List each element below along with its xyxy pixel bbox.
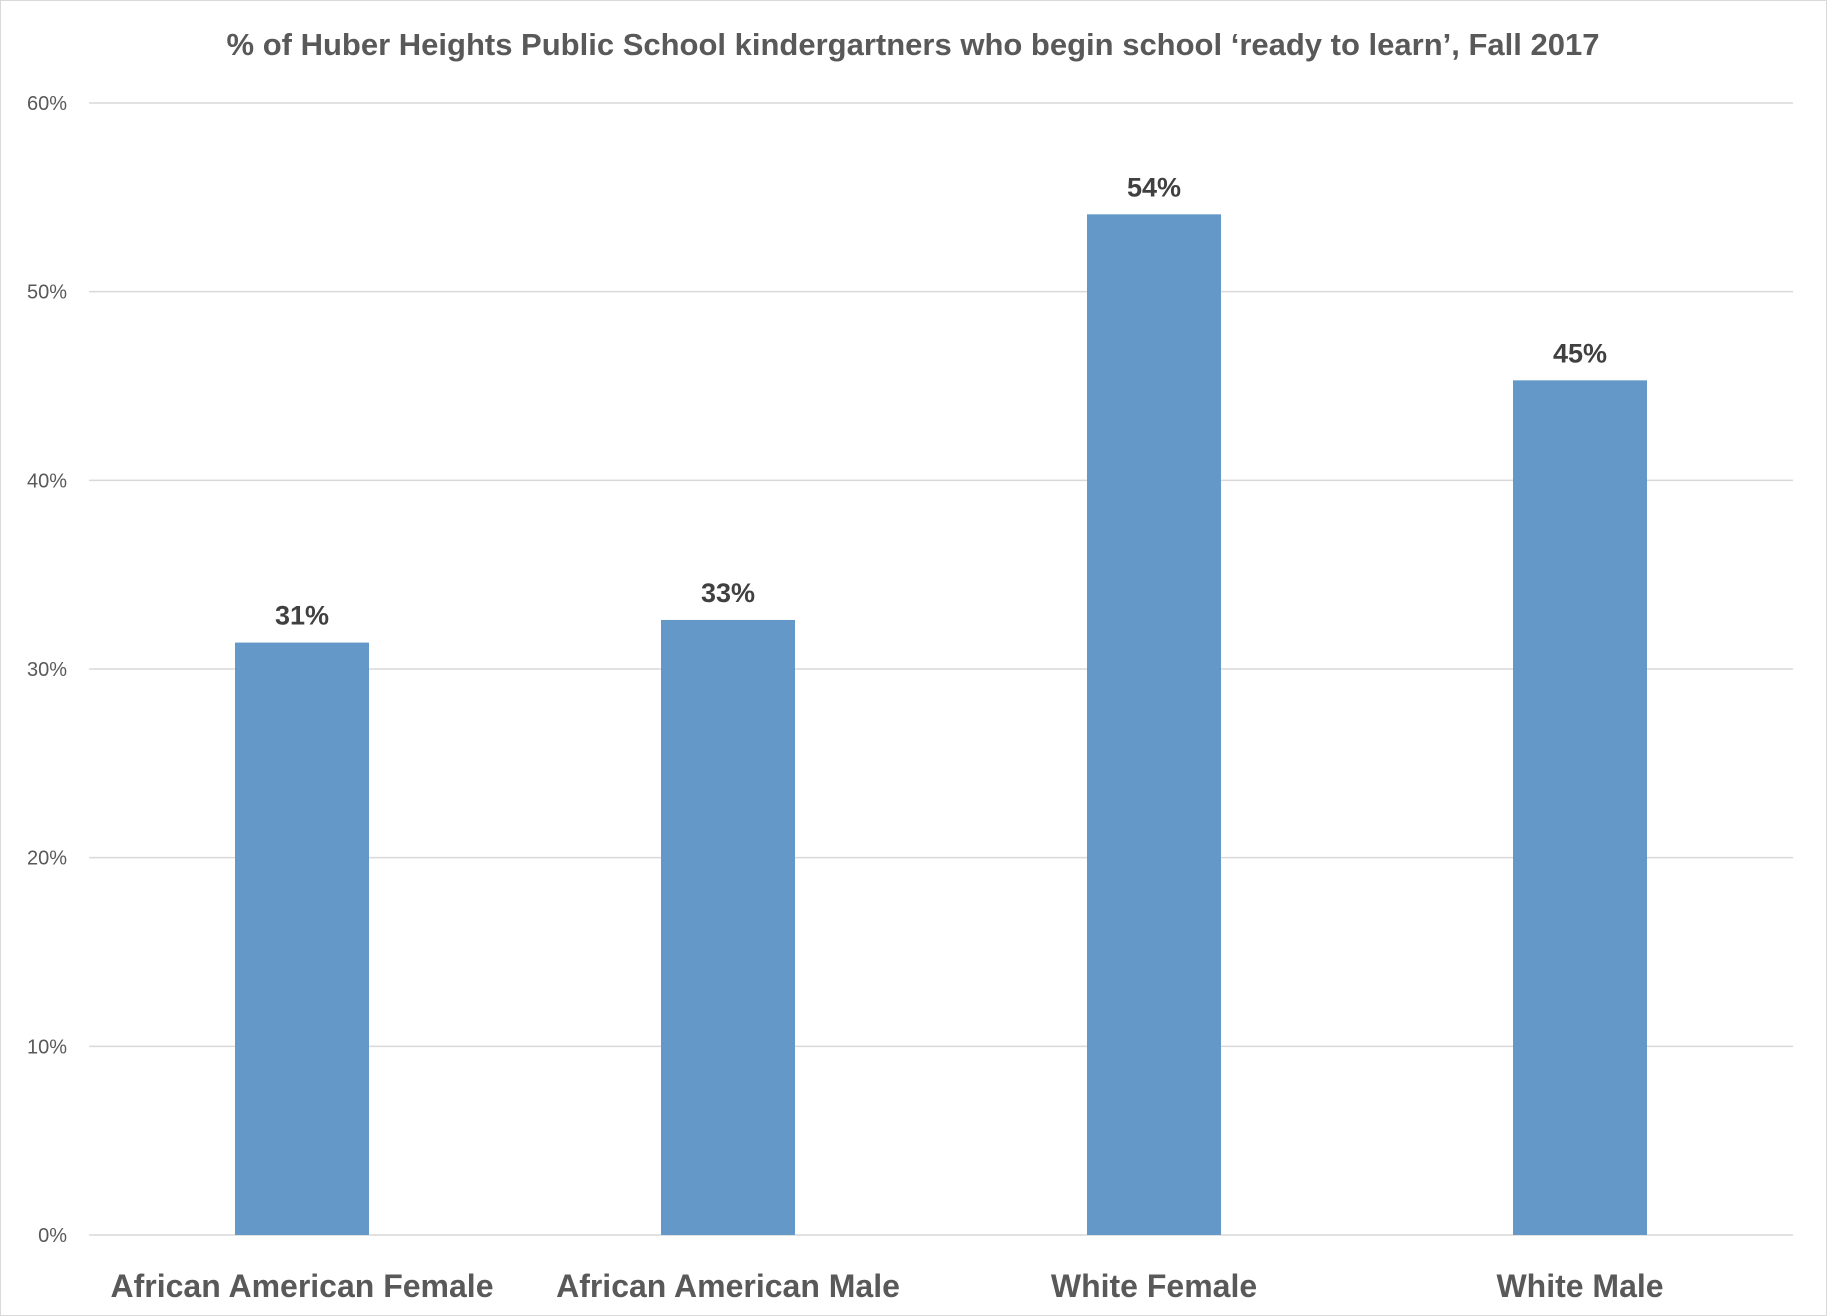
- x-category-label: African American Male: [556, 1268, 900, 1304]
- data-label: 31%: [275, 601, 329, 631]
- data-label: 54%: [1127, 172, 1181, 202]
- data-label: 33%: [701, 578, 755, 608]
- chart-title: % of Huber Heights Public School kinderg…: [227, 27, 1600, 62]
- bar: [1513, 380, 1647, 1236]
- gridlines: [89, 102, 1793, 1236]
- y-tick-label: 50%: [27, 282, 67, 304]
- bar: [1087, 214, 1221, 1235]
- y-tick-label: 20%: [27, 848, 67, 870]
- x-axis-category-labels: African American Female African American …: [111, 1268, 1664, 1304]
- bars: [235, 214, 1647, 1236]
- y-tick-label: 0%: [38, 1225, 67, 1247]
- y-tick-label: 40%: [27, 470, 67, 492]
- x-category-label: White Female: [1051, 1268, 1257, 1304]
- y-tick-label: 60%: [27, 93, 67, 115]
- data-label: 45%: [1553, 338, 1607, 368]
- x-category-label: African American Female: [111, 1268, 494, 1304]
- y-axis-tick-labels: 0% 10% 20% 30% 40% 50% 60%: [27, 93, 67, 1247]
- x-category-label: White Male: [1496, 1268, 1663, 1304]
- data-labels: 31% 33% 54% 45%: [275, 172, 1607, 630]
- bar: [235, 642, 369, 1235]
- y-tick-label: 10%: [27, 1036, 67, 1058]
- y-tick-label: 30%: [27, 659, 67, 681]
- bar: [661, 619, 795, 1235]
